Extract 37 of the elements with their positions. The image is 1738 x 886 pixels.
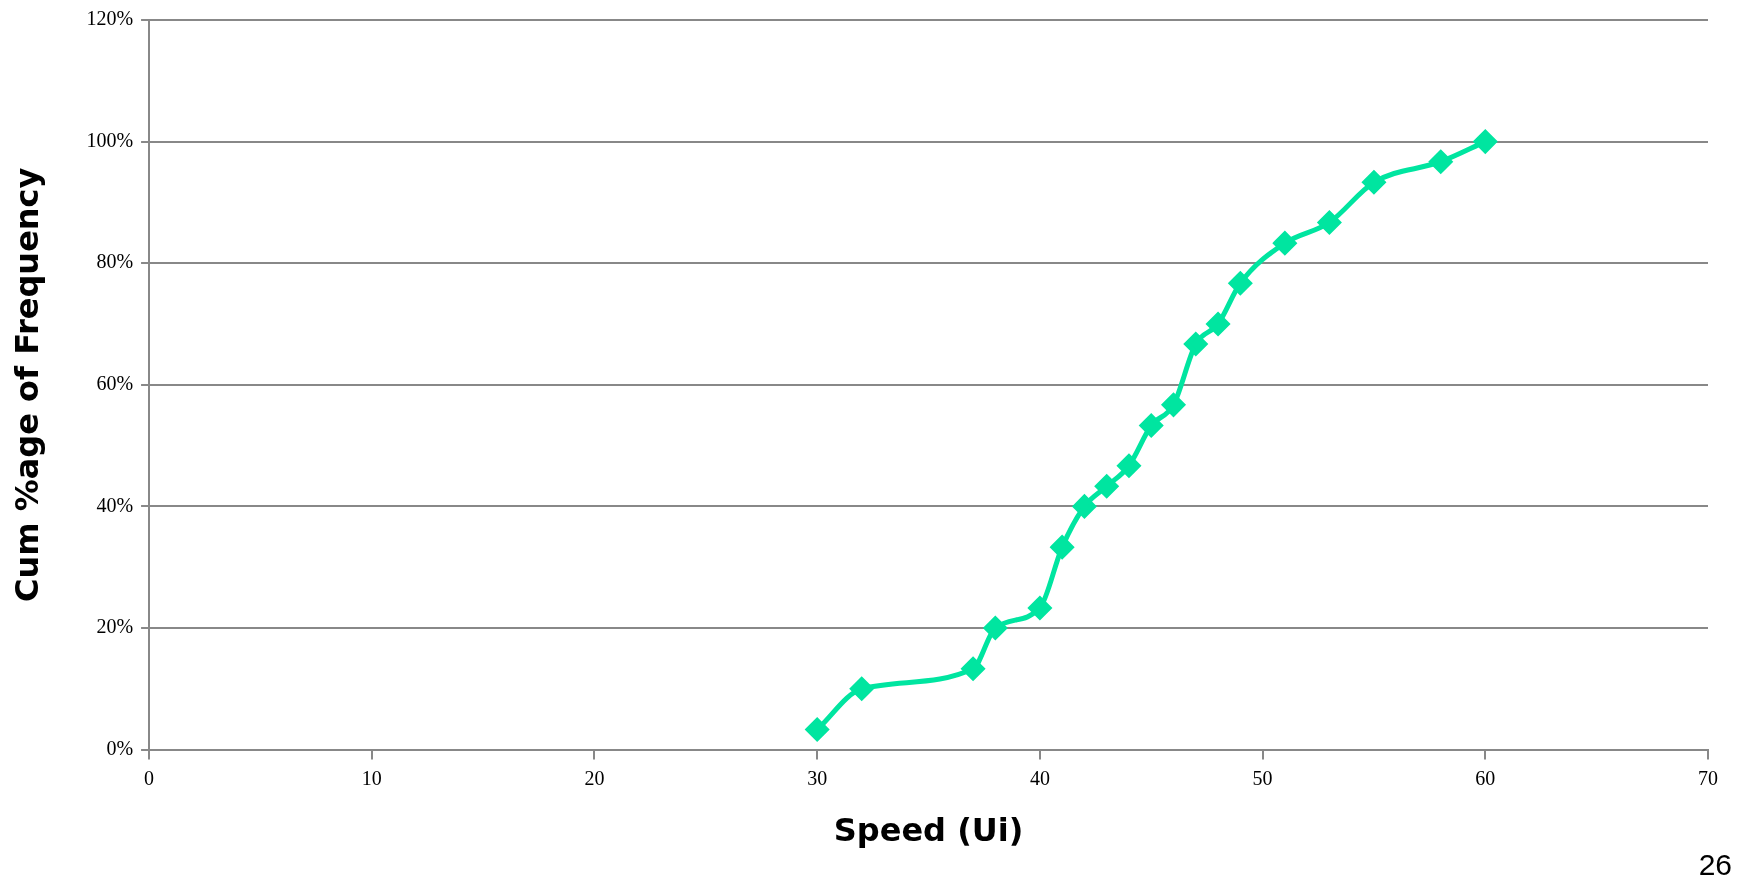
point [1228, 271, 1252, 295]
x-axis-title: Speed (Ui) [833, 811, 1024, 850]
x-tick-label: 70 [1698, 766, 1718, 789]
point [1072, 494, 1096, 518]
y-tick-label: 100% [86, 128, 134, 151]
point [850, 677, 874, 701]
x-tick-label: 50 [1252, 766, 1273, 789]
y-axis-title: Cum %age of Frequency [7, 167, 46, 603]
point [1117, 454, 1141, 478]
x-tick-label: 0 [144, 766, 155, 789]
point [1095, 474, 1119, 498]
point [1162, 393, 1186, 417]
x-tick-label: 20 [584, 766, 605, 789]
x-tick-label: 30 [807, 766, 828, 789]
point [1139, 414, 1163, 438]
x-tick-label: 10 [361, 766, 382, 789]
y-tick-label: 80% [96, 250, 134, 273]
point [1362, 170, 1386, 194]
y-tick-label: 60% [96, 372, 134, 395]
point [1473, 130, 1497, 154]
point [1050, 535, 1074, 559]
point [983, 616, 1007, 640]
y-tick-label: 0% [106, 736, 134, 759]
text: 26 [1698, 848, 1732, 882]
point [1184, 332, 1208, 356]
y-tick-label: 20% [96, 615, 134, 638]
x-tick-label: 60 [1475, 766, 1496, 789]
point [1273, 231, 1297, 255]
point [961, 657, 985, 681]
point [1317, 210, 1341, 234]
point [1206, 312, 1230, 336]
point [1429, 150, 1453, 174]
y-tick-label: 120% [86, 7, 134, 30]
x-tick-label: 40 [1029, 766, 1050, 789]
y-tick-label: 40% [96, 493, 134, 516]
point [805, 718, 829, 742]
point [1028, 596, 1052, 620]
